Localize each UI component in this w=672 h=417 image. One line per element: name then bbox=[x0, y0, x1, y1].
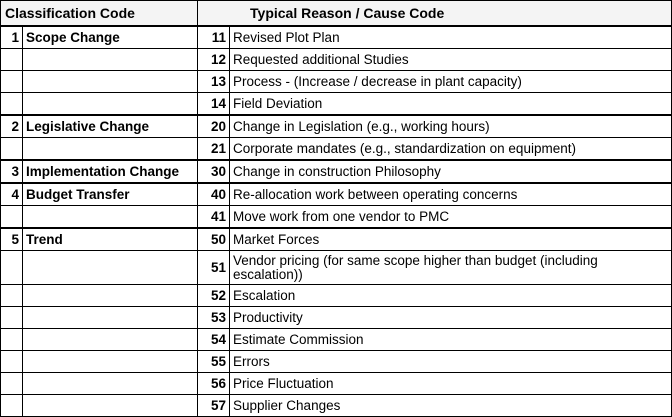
reason-code: 53 bbox=[197, 306, 231, 329]
table-row: 1 Scope Change 11 Revised Plot Plan bbox=[0, 25, 672, 49]
table-row: 56 Price Fluctuation bbox=[0, 372, 672, 395]
class-code: 1 bbox=[0, 25, 23, 49]
class-code bbox=[0, 250, 23, 285]
reason-text: Productivity bbox=[229, 306, 672, 329]
reason-code: 14 bbox=[197, 92, 231, 116]
class-code bbox=[0, 137, 23, 161]
class-name bbox=[21, 350, 199, 373]
class-name: Implementation Change bbox=[21, 159, 199, 184]
reason-code: 50 bbox=[197, 227, 231, 251]
class-name bbox=[21, 250, 199, 285]
class-code: 5 bbox=[0, 227, 23, 251]
class-name bbox=[21, 205, 199, 229]
table-row: 12 Requested additional Studies bbox=[0, 48, 672, 71]
class-name bbox=[21, 372, 199, 395]
reason-code: 56 bbox=[197, 372, 231, 395]
class-name bbox=[21, 328, 199, 351]
class-code bbox=[0, 48, 23, 71]
reason-text: Change in construction Philosophy bbox=[229, 159, 672, 184]
class-name: Scope Change bbox=[21, 25, 199, 49]
reason-text: Corporate mandates (e.g., standardizatio… bbox=[229, 137, 672, 161]
reason-text: Field Deviation bbox=[229, 92, 672, 116]
class-code: 4 bbox=[0, 182, 23, 206]
class-name bbox=[21, 306, 199, 329]
class-name: Budget Transfer bbox=[21, 182, 199, 206]
table-row: 52 Escalation bbox=[0, 284, 672, 307]
table-row: 2 Legislative Change 20 Change in Legislati… bbox=[0, 114, 672, 138]
class-name bbox=[21, 70, 199, 93]
class-code bbox=[0, 284, 23, 307]
class-name bbox=[21, 284, 199, 307]
class-code bbox=[0, 205, 23, 229]
reason-text: Requested additional Studies bbox=[229, 48, 672, 71]
reason-code: 21 bbox=[197, 137, 231, 161]
reason-text: Vendor pricing (for same scope higher th… bbox=[229, 250, 672, 285]
table-row: 55 Errors bbox=[0, 350, 672, 373]
reason-code: 40 bbox=[197, 182, 231, 206]
class-code bbox=[0, 394, 23, 417]
reason-text: Process - (Increase / decrease in plant … bbox=[229, 70, 672, 93]
reason-code: 41 bbox=[197, 205, 231, 229]
header-cell: Classification Code bbox=[0, 0, 199, 27]
class-code: 2 bbox=[0, 114, 23, 138]
table-row: 14 Field Deviation bbox=[0, 92, 672, 116]
reason-text: Change in Legislation (e.g., working hou… bbox=[229, 114, 672, 138]
reason-code: 57 bbox=[197, 394, 231, 417]
table-row: 21 Corporate mandates (e.g., standardizat… bbox=[0, 137, 672, 161]
table-row: 3 Implementation Change 30 Change in constr… bbox=[0, 159, 672, 184]
reason-code: 51 bbox=[197, 250, 231, 285]
class-code bbox=[0, 328, 23, 351]
reason-text: Price Fluctuation bbox=[229, 372, 672, 395]
class-name bbox=[21, 48, 199, 71]
reason-text: Escalation bbox=[229, 284, 672, 307]
reason-code: 11 bbox=[197, 25, 231, 49]
class-name bbox=[21, 92, 199, 116]
table-row: 53 Productivity bbox=[0, 306, 672, 329]
reason-text: Supplier Changes bbox=[229, 394, 672, 417]
table-row: 41 Move work from one vendor to PMC bbox=[0, 205, 672, 229]
reason-text: Revised Plot Plan bbox=[229, 25, 672, 49]
reason-text: Market Forces bbox=[229, 227, 672, 251]
reason-code: 54 bbox=[197, 328, 231, 351]
table-row: 54 Estimate Commission bbox=[0, 328, 672, 351]
reason-code: 13 bbox=[197, 70, 231, 93]
table-row: 5 Trend 50 Market Forces bbox=[0, 227, 672, 251]
table-row: 51 Vendor pricing (for same scope higher … bbox=[0, 250, 672, 285]
class-code bbox=[0, 350, 23, 373]
table-row: 4 Budget Transfer 40 Re-allocation work bet… bbox=[0, 182, 672, 206]
class-name: Legislative Change bbox=[21, 114, 199, 138]
reason-text: Re-allocation work between operating con… bbox=[229, 182, 672, 206]
class-code bbox=[0, 92, 23, 116]
reason-code: 30 bbox=[197, 159, 231, 184]
reason-code: 52 bbox=[197, 284, 231, 307]
class-name: Trend bbox=[21, 227, 199, 251]
class-code bbox=[0, 372, 23, 395]
class-code: 3 bbox=[0, 159, 23, 184]
reason-text: Estimate Commission bbox=[229, 328, 672, 351]
reason-code: 55 bbox=[197, 350, 231, 373]
reason-code: 20 bbox=[197, 114, 231, 138]
table-row: 57 Supplier Changes bbox=[0, 394, 672, 417]
class-code bbox=[0, 70, 23, 93]
class-code bbox=[0, 306, 23, 329]
header-row: Classification Code Typical Reason / Cau… bbox=[0, 0, 672, 27]
reason-text: Move work from one vendor to PMC bbox=[229, 205, 672, 229]
class-name bbox=[21, 394, 199, 417]
reason-text: Errors bbox=[229, 350, 672, 373]
header-cell: Typical Reason / Cause Code bbox=[197, 0, 672, 27]
reason-code: 12 bbox=[197, 48, 231, 71]
table-body: 1 Scope Change 11 Revised Plot Plan 12 Reques… bbox=[0, 25, 672, 417]
table-row: 13 Process - (Increase / decrease in plan… bbox=[0, 70, 672, 93]
class-name bbox=[21, 137, 199, 161]
